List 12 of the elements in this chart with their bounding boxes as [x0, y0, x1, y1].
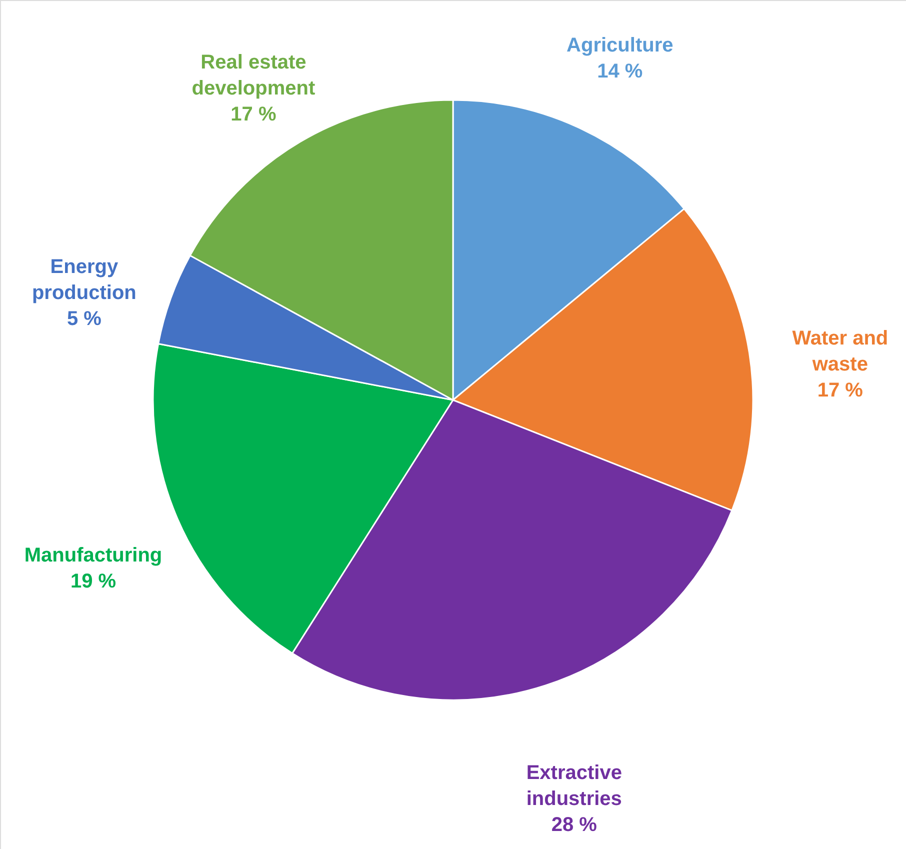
data-label: 14 %: [597, 60, 643, 82]
data-label: 28 %: [551, 814, 598, 836]
data-label: 5 %: [66, 308, 102, 330]
slice-label: Manufacturing: [24, 544, 162, 567]
data-label: 19 %: [70, 570, 116, 593]
slice-label: Energy production: [32, 256, 136, 304]
slice-label: Extractive industries: [526, 762, 622, 810]
slice-label: Agriculture: [566, 34, 674, 56]
slice-label: Real estate development: [192, 52, 316, 100]
data-label: 17 %: [230, 104, 276, 126]
data-label: 17 %: [817, 380, 864, 402]
slice-label: Water and waste: [792, 328, 888, 376]
